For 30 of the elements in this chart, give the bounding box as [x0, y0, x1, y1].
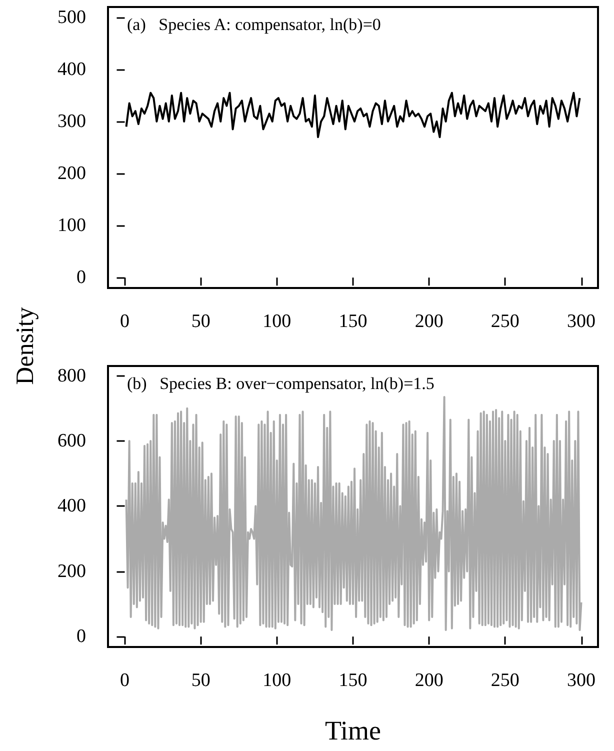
- y-tick-label: 0: [76, 626, 86, 648]
- x-tick-label: 250: [490, 670, 520, 691]
- y-tick-label: 0: [76, 267, 86, 288]
- x-tick-label: 200: [414, 311, 444, 332]
- y-tick-label: 400: [58, 496, 86, 517]
- x-tick-label: 300: [567, 311, 596, 332]
- x-tick-label: 200: [414, 670, 444, 691]
- x-tick-label: 0: [120, 670, 130, 691]
- y-tick-label: 500: [58, 6, 86, 28]
- x-tick-label: 300: [567, 670, 596, 691]
- x-tick-label: 50: [191, 311, 210, 332]
- y-tick-label: 600: [58, 430, 86, 452]
- x-tick-label: 100: [262, 311, 292, 332]
- text: (b) Species B: over−compensator, ln(b)=1.5: [127, 374, 434, 393]
- chart-title: (a) Species A: compensator, ln(b)=0: [127, 15, 381, 34]
- y-tick-label: 300: [58, 110, 86, 132]
- y-tick-label: 800: [58, 365, 86, 386]
- x-tick-label: 100: [262, 670, 292, 691]
- y-tick-label: 100: [58, 215, 86, 236]
- x-tick-label: 50: [191, 670, 210, 691]
- y-tick-label: 400: [58, 58, 86, 80]
- line-series: [125, 396, 582, 632]
- x-axis-title: Time: [324, 716, 382, 746]
- x-tick-label: 150: [338, 670, 368, 691]
- x-tick-label: 150: [338, 311, 368, 332]
- y-tick-label: 200: [58, 163, 86, 184]
- x-tick-label: 250: [490, 311, 520, 332]
- x-tick-label: 0: [120, 311, 130, 332]
- y-axis-title: Density: [12, 307, 40, 385]
- y-tick-label: 200: [58, 560, 86, 582]
